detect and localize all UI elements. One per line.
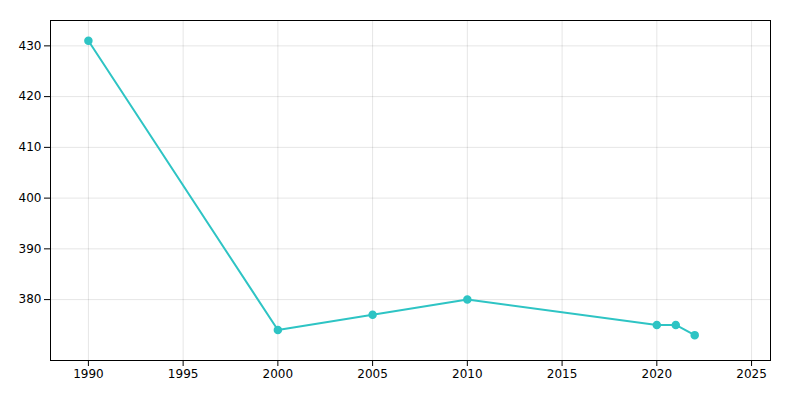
svg-text:410: 410 (19, 140, 42, 154)
svg-text:2010: 2010 (452, 367, 483, 381)
svg-text:1995: 1995 (168, 367, 199, 381)
svg-text:2000: 2000 (263, 367, 294, 381)
svg-text:2020: 2020 (642, 367, 673, 381)
svg-text:430: 430 (19, 39, 42, 53)
svg-text:390: 390 (19, 242, 42, 256)
svg-text:2025: 2025 (736, 367, 767, 381)
svg-text:1990: 1990 (73, 367, 104, 381)
svg-text:2005: 2005 (357, 367, 388, 381)
svg-text:380: 380 (19, 292, 42, 306)
svg-text:420: 420 (19, 89, 42, 103)
svg-text:400: 400 (19, 191, 42, 205)
svg-text:2015: 2015 (547, 367, 578, 381)
